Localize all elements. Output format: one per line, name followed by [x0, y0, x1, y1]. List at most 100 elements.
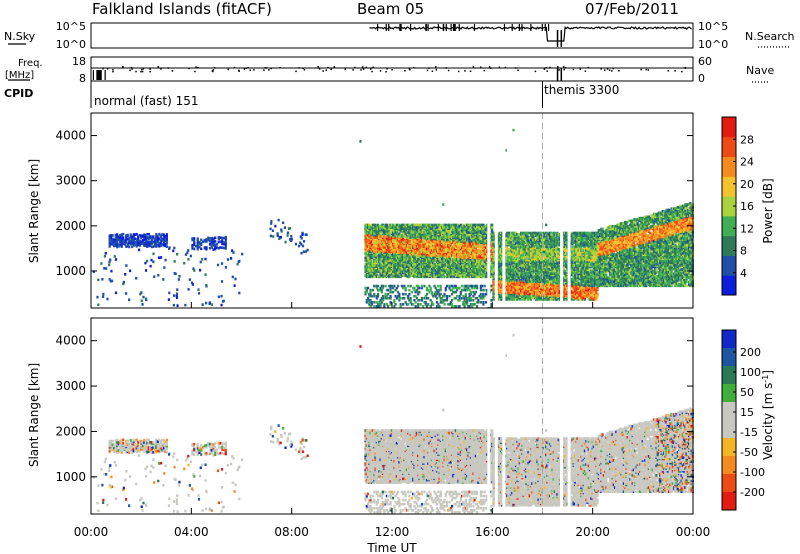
power-cell — [207, 238, 210, 242]
power-cell — [149, 236, 152, 240]
power-cell — [492, 238, 495, 242]
power-cell — [459, 227, 462, 231]
power-cell — [506, 246, 509, 250]
power-cell — [395, 269, 398, 272]
power-cell — [386, 226, 390, 229]
power-cell — [453, 255, 456, 258]
power-cell — [493, 252, 496, 255]
power-cell — [507, 237, 510, 240]
power-cell — [443, 231, 446, 234]
power-cell — [506, 294, 509, 297]
power-cell — [290, 237, 294, 241]
power-cell — [163, 266, 166, 269]
power-cell — [134, 233, 137, 236]
power-cell — [452, 267, 455, 271]
power-cell — [484, 255, 488, 258]
power-cell — [191, 238, 194, 242]
power-cell — [499, 272, 503, 275]
nave-point — [263, 69, 265, 71]
power-cell — [392, 233, 395, 237]
power-cell — [117, 243, 120, 246]
power-cell — [114, 238, 117, 242]
power-cell — [140, 240, 143, 244]
power-cell — [499, 233, 503, 236]
power-cell — [499, 260, 503, 263]
power-cell — [302, 250, 305, 254]
power-cell — [423, 238, 426, 242]
nave-point — [618, 70, 620, 72]
power-cell — [403, 230, 406, 233]
power-cell — [198, 240, 201, 244]
power-cell — [173, 246, 176, 250]
power-cell — [415, 247, 419, 251]
power-cell — [132, 233, 135, 236]
power-cell — [477, 223, 480, 227]
power-cell — [420, 298, 424, 302]
power-cell — [435, 226, 439, 229]
power-cell — [437, 226, 440, 229]
power-cell — [417, 303, 420, 306]
power-cell — [231, 249, 234, 252]
power-cell — [204, 257, 207, 261]
power-cell — [509, 287, 513, 290]
nave-point — [469, 70, 472, 73]
power-cell — [393, 267, 396, 271]
power-cell — [498, 295, 501, 298]
power-cell — [453, 247, 456, 251]
power-cell — [394, 257, 397, 261]
power-cell — [407, 303, 410, 306]
power-cell — [381, 255, 385, 258]
power-cell — [508, 295, 511, 298]
power-cell — [443, 298, 446, 302]
power-cell — [364, 292, 367, 296]
power-cell — [230, 257, 233, 260]
power-cell — [442, 240, 445, 243]
power-cell — [493, 262, 496, 266]
power-cell — [463, 251, 466, 255]
power-cell — [96, 295, 99, 299]
power-cell — [394, 294, 397, 298]
power-cell — [509, 295, 513, 298]
nave-point — [606, 68, 609, 70]
power-cell — [506, 249, 509, 252]
power-cell — [493, 272, 496, 275]
power-cell — [499, 283, 503, 286]
power-cell — [507, 231, 510, 235]
power-cell — [501, 231, 504, 235]
power-cell — [284, 240, 287, 244]
power-cell — [389, 228, 392, 232]
power-cell — [368, 223, 371, 227]
power-cell — [428, 284, 431, 288]
power-cell — [440, 257, 444, 261]
power-cell — [474, 240, 477, 243]
nave-point — [325, 69, 327, 71]
power-cell — [450, 228, 454, 232]
power-cell — [454, 305, 457, 308]
nave-point — [517, 69, 519, 72]
power-cell — [409, 224, 412, 228]
power-cell — [138, 241, 141, 245]
power-cell — [400, 267, 403, 271]
power-cell — [462, 301, 465, 304]
power-cell — [370, 294, 373, 298]
power-cell — [499, 258, 503, 262]
power-cell — [501, 295, 504, 298]
power-cell — [405, 267, 408, 271]
power-cell — [394, 231, 397, 234]
power-cell — [157, 273, 160, 277]
power-cell — [394, 248, 397, 252]
nave-point — [279, 67, 281, 69]
power-cell — [489, 261, 493, 265]
power-cell — [457, 254, 460, 257]
power-cell — [497, 237, 500, 240]
power-cell — [156, 238, 159, 242]
power-cell — [424, 266, 427, 270]
power-cell — [109, 279, 112, 283]
power-cell — [438, 271, 441, 275]
power-cell — [448, 294, 451, 298]
power-cell — [392, 252, 395, 256]
power-cell — [499, 235, 503, 239]
power-cell — [369, 257, 372, 261]
power-cell — [508, 261, 511, 265]
nave-point — [409, 68, 411, 71]
